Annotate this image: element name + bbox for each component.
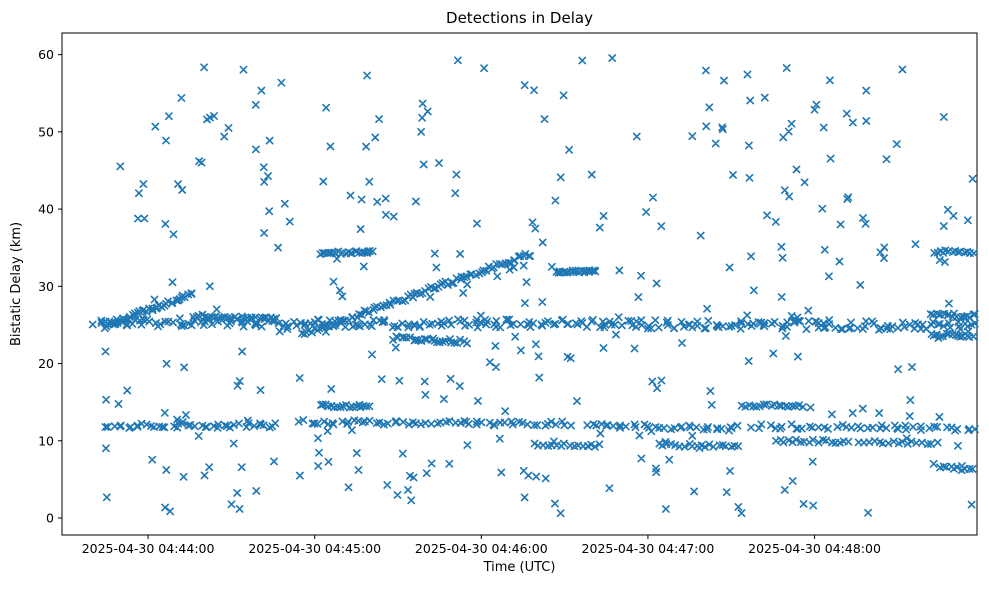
scatter-points — [88, 54, 979, 518]
y-tick-label: 20 — [38, 356, 54, 371]
y-tick-label: 30 — [38, 279, 54, 294]
y-tick-label: 0 — [46, 511, 54, 526]
chart-title: Detections in Delay — [446, 9, 593, 27]
y-tick-label: 40 — [38, 202, 54, 217]
y-tick-label: 60 — [38, 47, 54, 62]
x-tick-label: 2025-04-30 04:45:00 — [248, 541, 381, 556]
x-tick-label: 2025-04-30 04:44:00 — [82, 541, 215, 556]
y-tick-label: 50 — [38, 124, 54, 139]
x-tick-label: 2025-04-30 04:48:00 — [748, 541, 881, 556]
y-tick-label: 10 — [38, 433, 54, 448]
plot-frame — [61, 32, 978, 536]
x-tick-label: 2025-04-30 04:47:00 — [582, 541, 715, 556]
x-axis-label: Time (UTC) — [483, 560, 556, 575]
x-tick-label: 2025-04-30 04:46:00 — [415, 541, 548, 556]
